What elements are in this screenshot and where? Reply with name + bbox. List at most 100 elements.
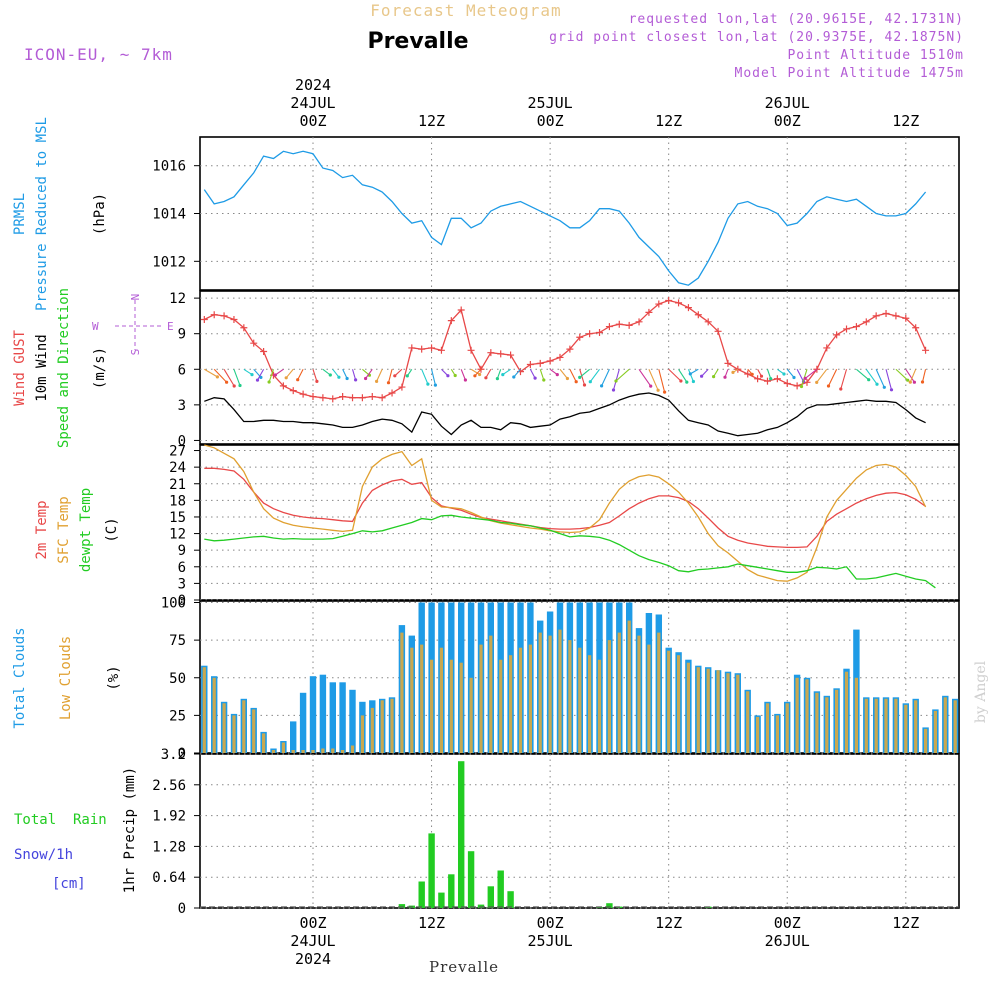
- y-tick-label: 3.2: [161, 747, 186, 763]
- wind-dir-arrowhead: [882, 385, 886, 389]
- wind-dir-arrowhead: [565, 376, 570, 381]
- wind-dir-arrow: [816, 368, 828, 383]
- panel-frame: [199, 290, 960, 445]
- low-cloud-bar: [568, 640, 572, 753]
- gust-marker: [368, 393, 376, 401]
- location-title: Prevalle: [367, 29, 468, 54]
- wind-dir-arrow: [579, 368, 590, 378]
- low-cloud-bar: [242, 700, 246, 753]
- gust-marker: [576, 333, 584, 341]
- gust-marker: [447, 317, 455, 325]
- low-cloud-bar: [647, 644, 651, 753]
- y-tick-label: 25: [169, 708, 186, 724]
- wind-unit: (m/s): [92, 347, 108, 389]
- wind-dir-arrow: [297, 369, 304, 380]
- low-cloud-bar: [746, 691, 750, 753]
- y-tick-label: 18: [169, 493, 186, 509]
- y-tick-label: 9: [178, 543, 186, 559]
- wind-dir-arrow: [376, 369, 383, 382]
- time-label: 12Z: [655, 914, 682, 932]
- rain-bar: [497, 870, 504, 908]
- y-tick-label: 3: [178, 576, 186, 592]
- time-label: 00Z: [537, 914, 564, 932]
- y-tick-label: 3: [178, 398, 186, 414]
- total-cloud-bar: [299, 692, 307, 753]
- gust-marker: [615, 320, 623, 328]
- gust-marker: [329, 395, 337, 403]
- rain-bar: [448, 874, 455, 908]
- wind-label: 10m Wind: [34, 334, 50, 401]
- wind-dir-arrow: [421, 369, 429, 385]
- point-altitude: Point Altitude 1510m: [787, 48, 964, 63]
- wind-dir-arrow: [638, 368, 652, 387]
- low-cloud-bar: [321, 748, 325, 753]
- low-cloud-bar: [854, 677, 858, 753]
- gust-marker: [684, 304, 692, 312]
- wind-dir-arrowhead: [815, 380, 819, 384]
- gust-marker: [319, 394, 327, 402]
- y-tick-label: 0: [178, 433, 186, 449]
- low-cloud-bar: [765, 703, 770, 753]
- gust-marker: [625, 321, 633, 329]
- low-cloud-bar: [390, 698, 394, 753]
- precip-unit: 1hr Precip (mm): [122, 767, 138, 893]
- low-cloud-bar: [360, 715, 364, 753]
- low-cloud-bar: [835, 689, 839, 753]
- rain-bar: [428, 833, 435, 908]
- gust-marker: [200, 315, 208, 323]
- wind-dir-arrow: [796, 369, 804, 382]
- compass-legend: N W E S: [92, 294, 174, 356]
- y-tick-label: 6: [178, 362, 186, 378]
- time-label: 00Z: [537, 112, 564, 130]
- y-tick-label: 1014: [152, 207, 186, 223]
- gust-marker: [408, 344, 416, 352]
- time-label: 26JUL: [765, 94, 810, 112]
- wind-dir-arrowhead: [574, 380, 578, 384]
- low-cloud-bar: [420, 644, 424, 753]
- model-altitude: Model Point Altitude 1475m: [735, 66, 965, 81]
- wind-dir-arrowhead: [769, 377, 773, 381]
- low-cloud-bar: [380, 700, 384, 753]
- wind-dir-arrowhead: [405, 374, 409, 378]
- low-cloud-bar: [558, 629, 562, 753]
- wind-dir-arrowhead: [375, 379, 379, 383]
- y-tick-label: 0.64: [152, 870, 186, 886]
- wind-dir-arrowhead: [267, 380, 271, 384]
- wind-dir-arrow: [470, 368, 480, 375]
- low-cloud-bar: [844, 671, 849, 753]
- y-tick-label: 12: [169, 291, 186, 307]
- gust-marker: [605, 323, 613, 331]
- compass-e: E: [167, 320, 174, 333]
- wind-dir-arrowhead: [759, 374, 764, 378]
- wind-dir-arrowhead: [232, 384, 236, 388]
- wind-dir-arrow: [394, 368, 403, 377]
- wind-dir-arrowhead: [426, 382, 430, 386]
- wind-dir-arrowhead: [296, 378, 300, 382]
- low-cloud-bar: [597, 659, 602, 753]
- y-tick-label: 0: [178, 901, 186, 917]
- wind-dir-arrow: [257, 369, 265, 381]
- wind-dir-arrowhead: [839, 387, 843, 391]
- wind-dir-arrow: [865, 368, 878, 385]
- low-cloud-bar: [578, 647, 582, 753]
- signature: by Angel: [973, 660, 989, 723]
- y-tick-label: 0: [178, 593, 186, 609]
- wind-dir-arrow: [233, 369, 241, 386]
- wind-dir-arrow: [496, 369, 502, 379]
- low-cloud-bar: [469, 677, 473, 753]
- low-cloud-bar: [736, 674, 740, 753]
- series-line-1: [204, 392, 926, 437]
- wind-dir-arrow: [485, 369, 492, 379]
- temp-unit: (C): [104, 517, 120, 542]
- wind-dir-arrow: [615, 368, 630, 382]
- wind-dir-arrow: [351, 369, 357, 381]
- low-cloud-bar: [785, 703, 789, 753]
- wind-dir-arrow: [766, 369, 772, 379]
- gust-marker: [645, 308, 653, 316]
- wind-dir-arrowhead: [315, 379, 319, 383]
- wind-dir-arrowhead: [364, 376, 368, 381]
- gust-marker: [704, 318, 712, 326]
- low-cloud-bar: [914, 700, 918, 753]
- wind-dir-arrowhead: [215, 375, 219, 379]
